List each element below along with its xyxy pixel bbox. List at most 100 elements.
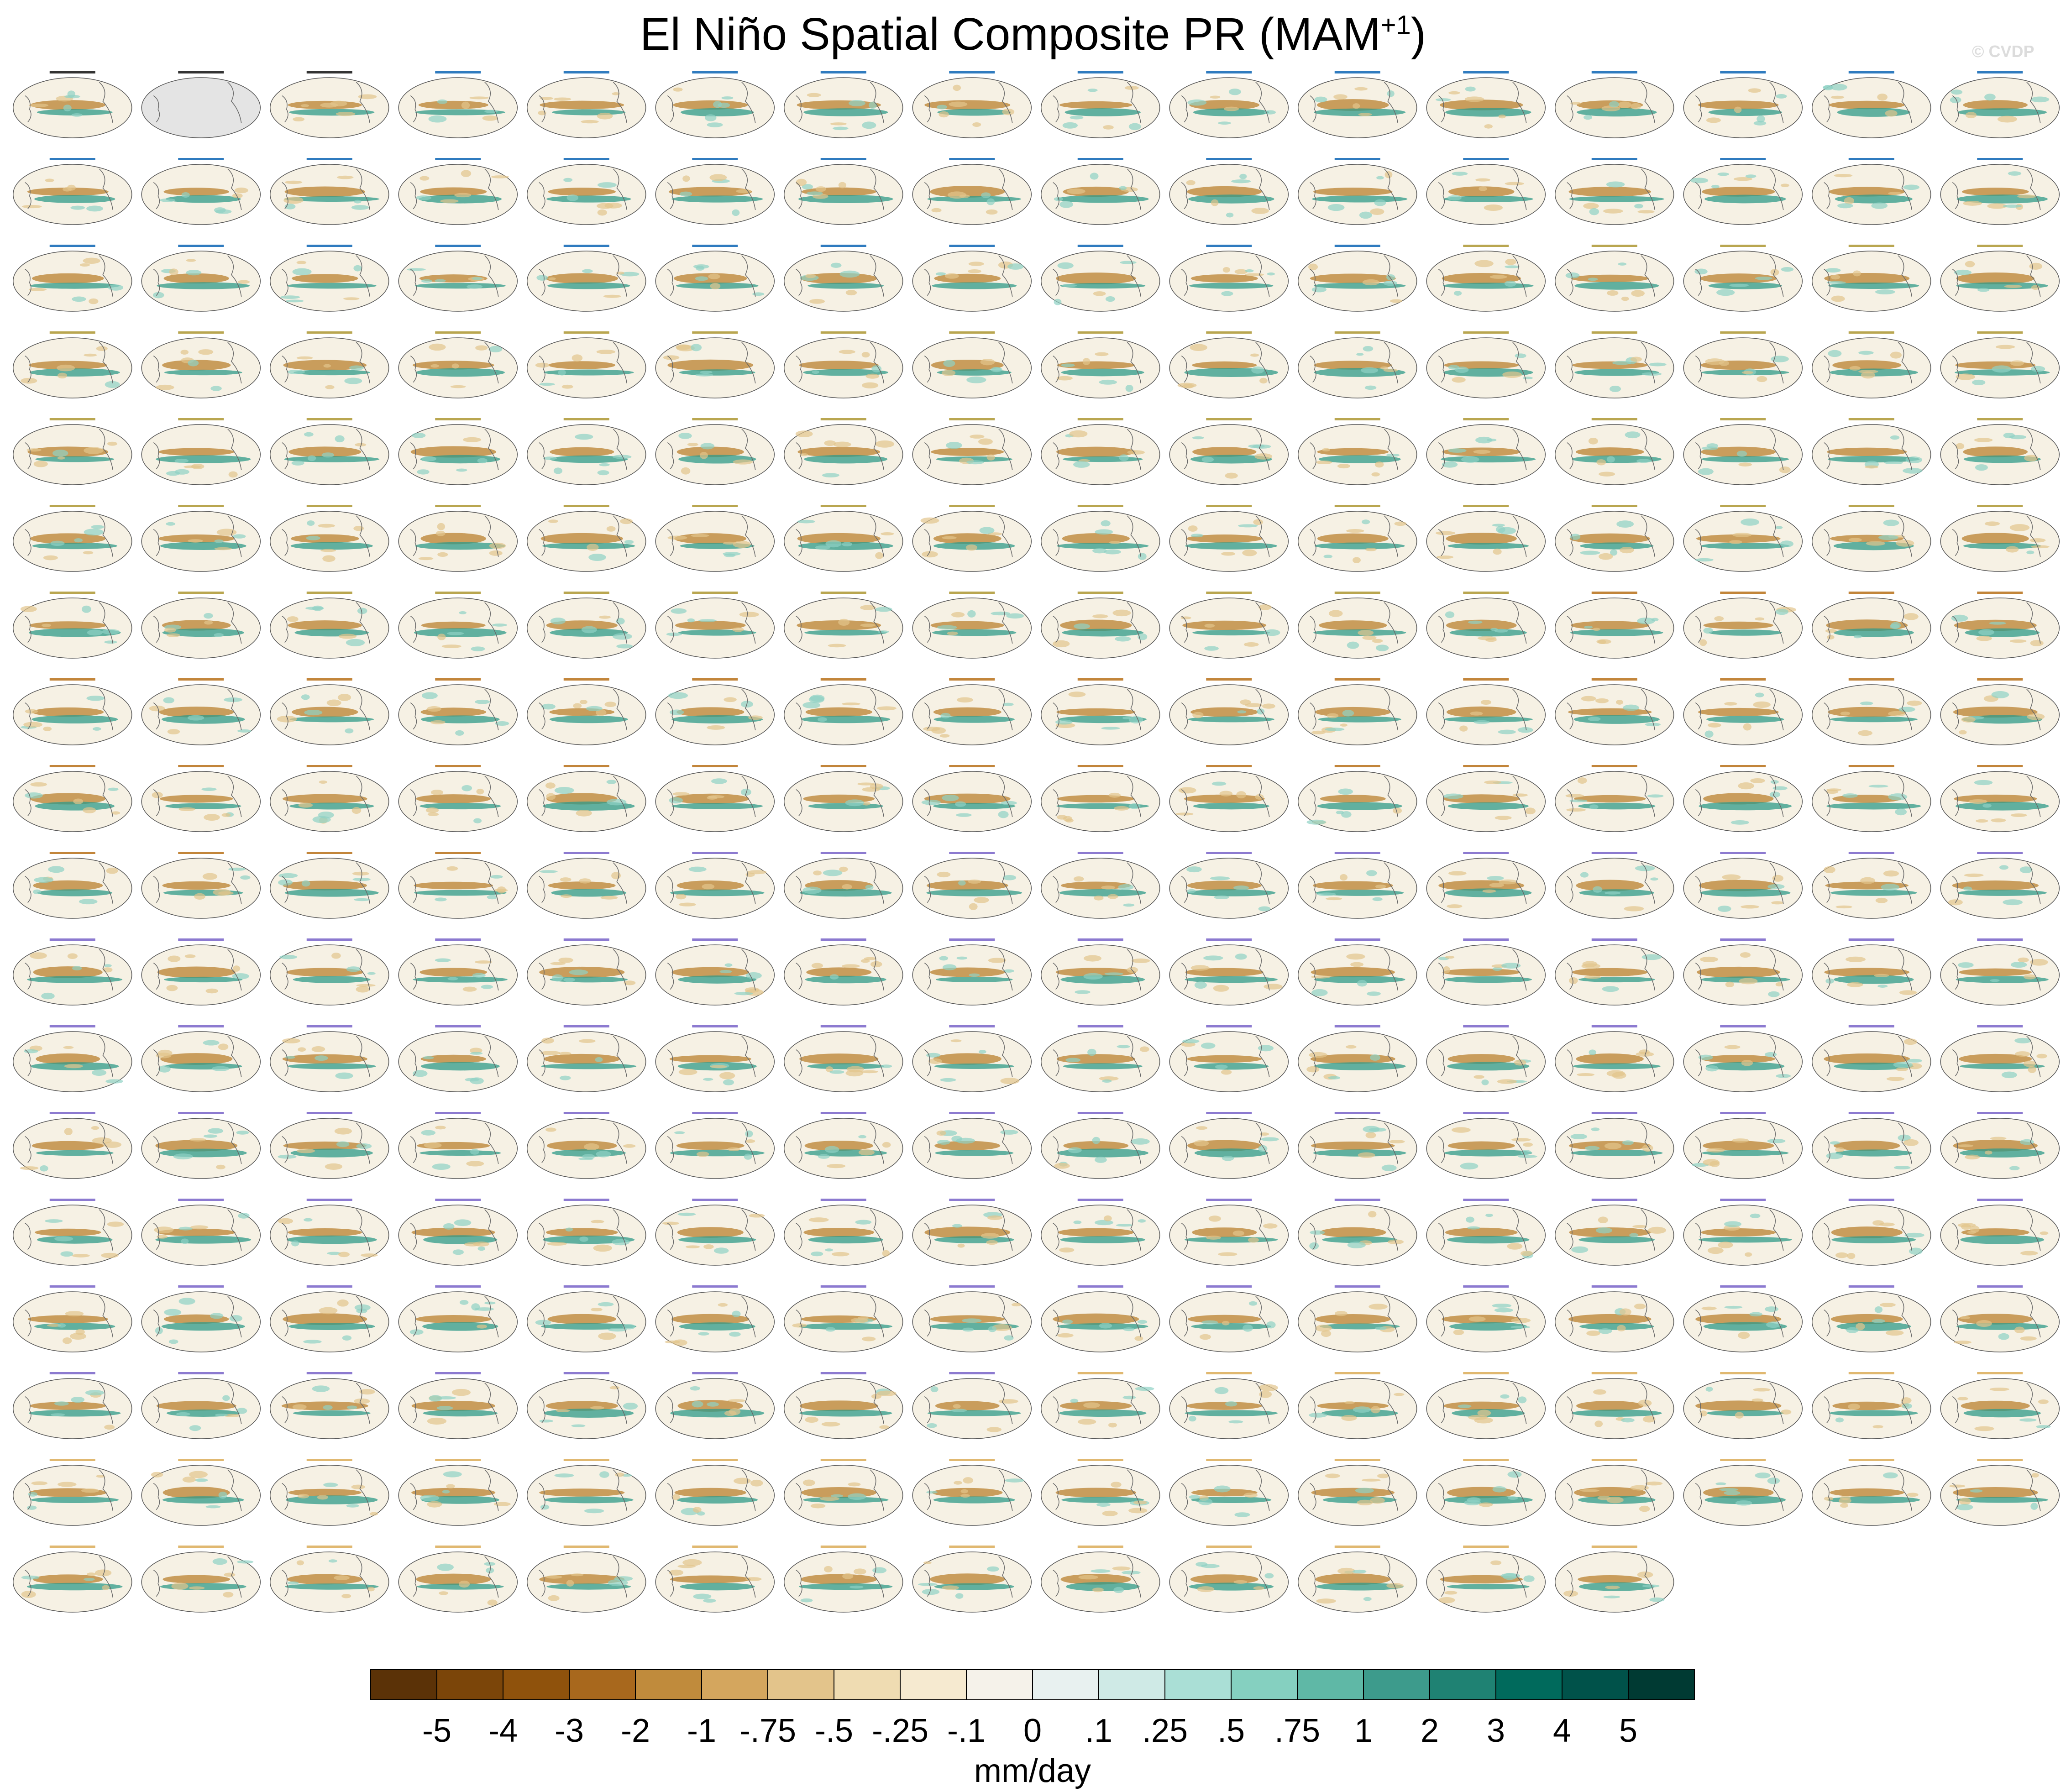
anomaly-speckle [1581,696,1596,702]
anomaly-speckle [949,101,968,107]
anomaly-speckle [2010,360,2024,366]
anomaly-speckle [427,706,441,712]
anomaly-speckle [1186,866,1202,873]
negative-anomaly-band [1440,100,1523,110]
anomaly-speckle [1175,812,1194,816]
positive-anomaly-band [1443,716,1533,723]
coastline [1824,789,1830,817]
anomaly-speckle [2003,204,2022,208]
map-panel [527,765,646,832]
colorbar-unit-label: mm/day [974,1753,1091,1789]
coastline [153,529,160,556]
panel-label-mark [49,418,95,420]
anomaly-speckle [1991,818,2006,823]
positive-anomaly-band [543,369,634,376]
coastline [1952,355,1959,383]
anomaly-speckle [1848,538,1862,542]
anomaly-speckle [84,447,104,454]
panel-label-mark [820,765,866,767]
positive-anomaly-band [933,802,1016,810]
coastline [1384,515,1398,557]
coastline [1181,615,1188,643]
coastline [1641,168,1655,210]
coastline [1181,268,1188,296]
anomaly-speckle [1482,889,1496,893]
coastline [1255,515,1270,557]
anomaly-speckle [1606,456,1615,463]
anomaly-speckle [429,343,446,351]
anomaly-speckle [558,369,566,376]
negative-anomaly-band [1186,534,1263,543]
anomaly-speckle [687,618,695,623]
anomaly-speckle [1002,702,1014,706]
coastline [99,689,113,731]
anomaly-speckle [1325,728,1345,731]
panel-label-mark [1591,71,1637,73]
anomaly-speckle [2010,813,2027,817]
anomaly-speckle [1190,344,1207,351]
anomaly-speckle [818,717,827,722]
anomaly-speckle [830,262,842,268]
coastline [25,962,31,990]
coastline [539,875,545,903]
anomaly-speckle [848,100,865,106]
anomaly-speckle [606,780,617,784]
colorbar-tick-label: 5 [1619,1713,1637,1749]
coastline [1769,775,1784,817]
coastline [924,789,931,817]
anomaly-speckle [355,443,367,447]
anomaly-speckle [298,802,313,808]
anomaly-speckle [45,178,54,183]
coastline [1255,602,1270,644]
anomaly-speckle [1056,376,1073,381]
coastline [25,182,31,210]
negative-anomaly-band [421,621,486,629]
positive-anomaly-band [1056,195,1149,203]
anomaly-speckle [575,434,593,440]
coastline [282,355,288,383]
panel-label-mark [1848,158,1894,160]
negative-anomaly-band [1953,706,2038,718]
anomaly-speckle [986,198,995,205]
panel-label-mark [563,418,609,420]
anomaly-speckle [1245,273,1264,277]
coastline [356,862,370,904]
coastline [924,268,931,296]
anomaly-speckle [1972,379,1986,385]
anomaly-speckle [1695,558,1714,562]
positive-anomaly-band [678,975,757,984]
coastline [998,515,1013,557]
anomaly-speckle [357,608,367,614]
coastline [484,949,499,991]
anomaly-speckle [41,992,55,1000]
anomaly-speckle [1361,519,1370,524]
map-panel [1812,592,1931,659]
anomaly-speckle [597,470,609,476]
map-panel [1555,158,1674,225]
anomaly-speckle [558,957,573,963]
anomaly-speckle [543,456,557,460]
negative-anomaly-band [30,793,106,805]
anomaly-speckle [922,551,938,558]
anomaly-speckle [1210,876,1230,880]
positive-anomaly-band [1701,456,1789,462]
anomaly-speckle [481,985,493,989]
anomaly-speckle [1435,98,1451,101]
anomaly-speckle [1771,356,1789,362]
anomaly-speckle [1338,788,1353,795]
anomaly-speckle [1965,112,1977,119]
anomaly-speckle [1095,352,1109,356]
anomaly-speckle [1877,93,1888,101]
colorbar-swatch [1231,1669,1298,1700]
negative-anomaly-band [1192,361,1257,369]
panel-label-mark [1848,592,1894,594]
coastline [1567,442,1573,470]
anomaly-speckle [1484,780,1501,784]
anomaly-speckle [921,800,941,805]
coastline [356,342,370,384]
panel-label-mark [692,678,738,681]
positive-anomaly-band [157,282,250,289]
anomaly-speckle [1358,113,1372,116]
positive-anomaly-band [289,716,374,723]
coastline [1384,862,1398,904]
